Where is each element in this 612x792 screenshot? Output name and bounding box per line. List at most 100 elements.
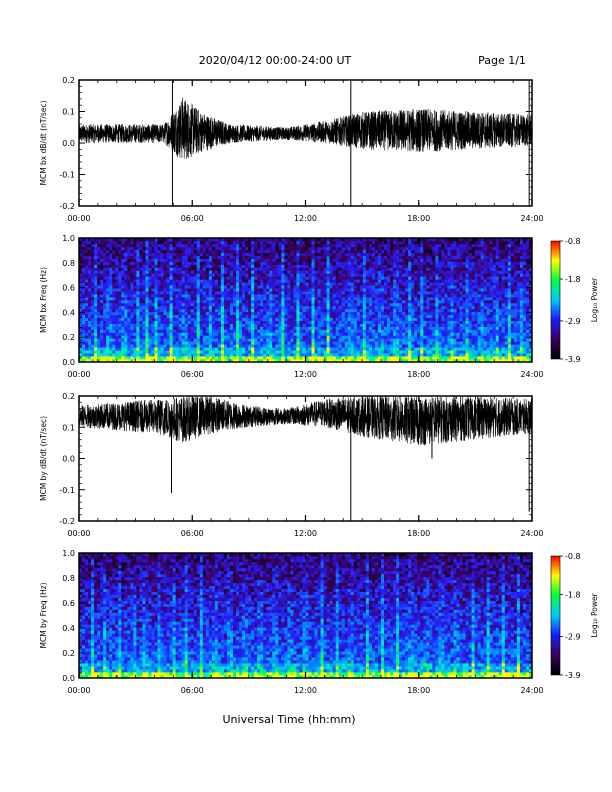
spectrogram-cell [278,341,282,345]
spectrogram-cell [133,261,137,265]
spectrogram-cell [251,341,255,345]
spectrogram-cell [160,335,164,339]
spectrogram-cell [341,326,346,330]
spectrogram-cell [133,341,137,345]
spectrogram-cell [166,335,170,339]
spectrogram-cell [408,279,412,283]
spectrogram-cell [166,300,170,304]
spectrogram-cell [181,335,185,339]
spectrogram-cell [193,282,198,286]
spectrogram-cell [181,270,185,274]
spectrogram-cell [106,341,110,345]
spectrogram-cell [278,308,282,313]
spectrogram-cell [97,341,101,345]
spectrogram-cell [314,288,318,292]
spectrogram-cell [326,332,330,336]
spectrogram-cell [251,288,255,292]
spectrogram-cell [160,359,164,362]
spectrogram-cell [384,302,388,307]
spectrogram-cell [181,264,185,268]
spectrogram-cell [142,338,146,342]
spectrogram-cell [359,252,364,257]
spectrogram-cell [381,243,385,248]
spectrogram-cell [127,350,131,354]
spectrogram-cell [154,288,158,292]
spectrogram-cell [202,300,207,304]
spectrogram-cell [136,300,140,304]
spectrogram-cell [236,249,240,254]
spectrogram-cell [160,300,164,304]
spectrogram-cell [82,243,86,248]
spectrogram-cell [290,261,294,265]
spectrogram-cell [208,305,213,310]
spectrogram-cell [214,317,219,321]
spectrogram-cell [178,255,182,259]
spectrogram-cell [103,359,107,362]
spectrogram-cell [263,305,267,310]
spectrogram-cell [160,273,164,277]
spectrogram-cell [423,300,427,304]
spectrogram-cell [335,341,340,345]
spectrogram-cell [127,264,131,268]
spectrogram-cell [384,249,388,254]
spectrogram-cell [353,320,358,324]
spectrogram-cell [353,341,358,345]
spectrogram-cell [344,264,349,268]
spectrogram-cell [97,353,101,357]
spectrogram-cell [329,255,333,259]
spectrogram-cell [97,317,101,321]
spectrogram-cell [290,288,294,292]
spectrogram-cell [163,238,167,242]
spectrogram-cell [226,344,231,348]
spectrogram-cell [193,279,198,283]
spectrogram-cell [85,238,89,242]
spectrogram-cell [260,335,264,339]
spectrogram-cell [100,335,104,339]
spectrogram-cell [154,320,158,324]
spectrogram-cell [226,282,231,286]
spectrogram-cell [142,305,146,310]
spectrogram-cell [233,288,237,292]
spectrogram-cell [317,302,321,307]
spectrogram-cell [387,335,391,339]
spectrogram-cell [381,238,385,242]
spectrogram-cell [172,285,176,289]
spectrogram-cell [226,255,231,259]
spectrogram-cell [408,288,412,292]
spectrogram-cell [112,338,116,342]
spectrogram-cell [190,338,195,342]
spectrogram-cell [347,350,352,354]
spectrogram-cell [390,282,394,286]
spectrogram-cell [305,288,309,292]
spectrogram-cell [239,276,243,280]
spectrogram-cell [94,255,98,259]
spectrogram-cell [106,252,110,257]
spectrogram-cell [202,341,207,345]
spectrogram-cell [230,341,234,345]
spectrogram-cell [226,288,231,292]
spectrogram-cell [323,344,327,348]
spectrogram-cell [169,270,173,274]
spectrogram-cell [82,297,86,301]
spectrogram-cell [390,252,394,257]
spectrogram-cell [323,255,327,259]
spectrogram-cell [139,249,143,254]
spectrogram-cell [411,314,415,319]
spectrogram-cell [272,261,276,265]
spectrogram-cell [362,341,367,345]
spectrogram-cell [79,249,83,254]
spectrogram-cell [356,288,361,292]
spectrogram-cell [248,267,252,271]
spectrogram-cell [124,282,128,286]
spectrogram-cell [121,326,125,330]
spectrogram-cell [414,285,418,289]
spectrogram-cell [79,285,83,289]
spectrogram-cell [166,243,170,248]
spectrogram-cell [299,258,303,262]
spectrogram-cell [272,323,276,327]
spectrogram-cell [290,326,294,330]
spectrogram-cell [157,335,161,339]
spectrogram-cell [368,338,373,342]
spectrogram-cell [362,335,367,339]
spectrogram-cell [100,270,104,274]
